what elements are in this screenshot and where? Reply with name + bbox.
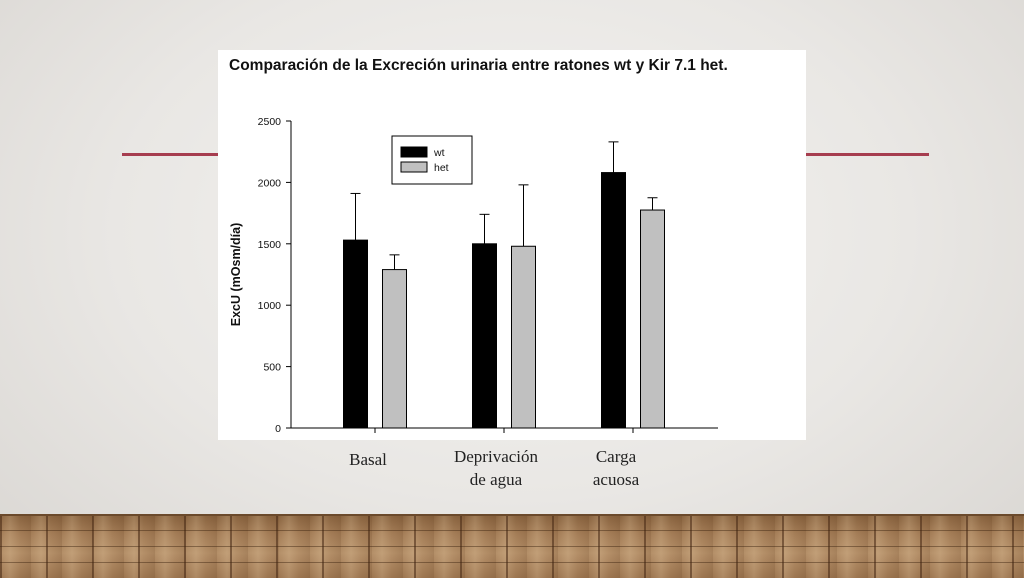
bar-chart: Comparación de la Excreción urinaria ent…: [229, 57, 728, 435]
bar-het: [511, 245, 536, 429]
y-tick-label: 2500: [258, 116, 282, 128]
legend-swatch-het: [400, 161, 428, 173]
bar-het: [640, 209, 665, 429]
decorative-line-right: [806, 153, 929, 156]
legend-swatch-wt: [400, 146, 428, 158]
bar-wt: [601, 172, 626, 429]
legend-box: [391, 135, 473, 185]
category-label-deprivacion: Deprivación de agua: [453, 447, 539, 489]
bar-wt: [472, 243, 497, 429]
y-tick-label: 1000: [258, 300, 282, 312]
legend-label-wt: wt: [433, 147, 445, 159]
chart-title: Comparación de la Excreción urinaria ent…: [229, 57, 728, 74]
y-tick-label: 2000: [258, 177, 282, 189]
legend-label-het: het: [434, 162, 449, 174]
chart-panel: Comparación de la Excreción urinaria ent…: [218, 50, 806, 440]
y-axis-label: ExcU (mOsm/día): [229, 223, 243, 327]
category-label-carga: Carga acuosa: [592, 447, 640, 489]
bar-het: [382, 269, 407, 429]
y-tick-label: 0: [275, 423, 281, 435]
y-tick-label: 1500: [258, 239, 282, 251]
category-label-basal: Basal: [349, 450, 387, 469]
wood-floor: [0, 514, 1024, 578]
y-tick-label: 500: [263, 362, 281, 374]
decorative-line-left: [122, 153, 220, 156]
bar-wt: [343, 239, 368, 429]
